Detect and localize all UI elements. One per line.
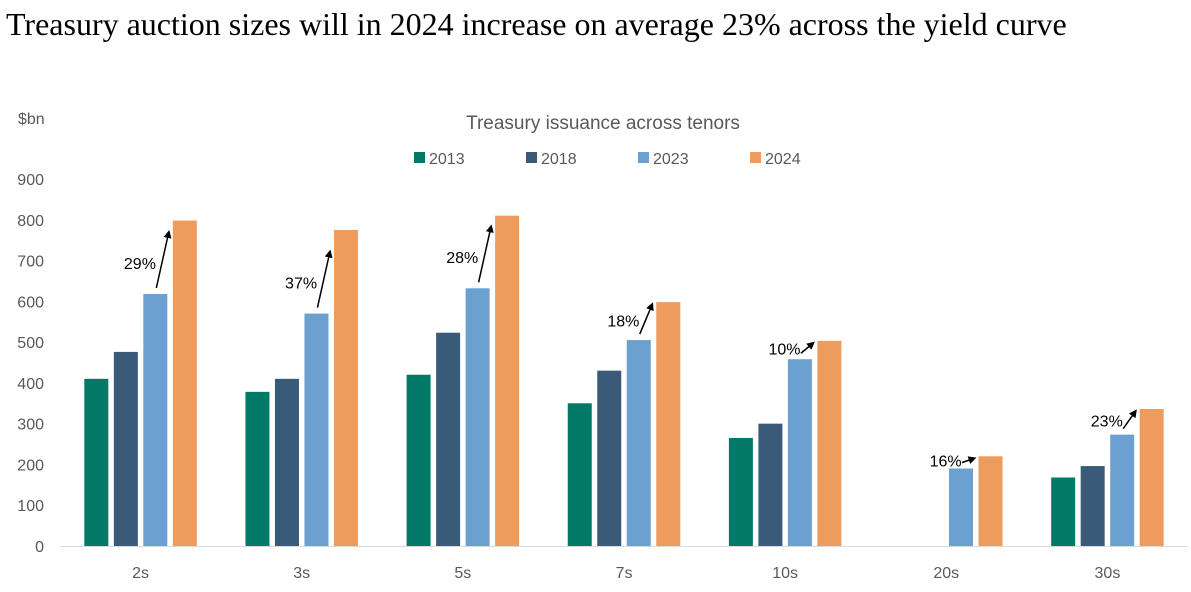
legend-swatch bbox=[750, 152, 761, 163]
growth-arrow bbox=[477, 224, 494, 283]
unit-label: $bn bbox=[18, 111, 45, 128]
legend-swatch bbox=[638, 152, 649, 163]
bar-2018-3s bbox=[274, 378, 299, 546]
y-axis: 0 100 200 300 400 500 600 700 800 900 bbox=[17, 172, 44, 556]
y-tick-label: 600 bbox=[17, 294, 44, 311]
legend-swatch bbox=[414, 152, 425, 163]
bar-2024-2s bbox=[172, 220, 197, 547]
bar-2018-10s bbox=[758, 423, 783, 546]
growth-label: 16% bbox=[930, 454, 962, 471]
growth-label: 29% bbox=[124, 256, 156, 273]
growth-annotations: 29% 37% 28% 18% 10% 16% 23% bbox=[124, 224, 1137, 471]
growth-label: 10% bbox=[768, 342, 800, 359]
bar-2023-3s bbox=[304, 313, 329, 546]
bar-2018-7s bbox=[597, 370, 622, 546]
y-tick-label: 200 bbox=[17, 457, 44, 474]
bar-2024-20s bbox=[978, 456, 1003, 546]
growth-label: 37% bbox=[285, 275, 317, 292]
y-tick-label: 400 bbox=[17, 376, 44, 393]
bar-2024-5s bbox=[495, 215, 520, 546]
x-tick-label: 5s bbox=[454, 565, 471, 582]
y-tick-label: 100 bbox=[17, 498, 44, 515]
y-tick-label: 800 bbox=[17, 213, 44, 230]
y-tick-label: 500 bbox=[17, 335, 44, 352]
bar-2013-5s bbox=[406, 374, 431, 546]
growth-arrow bbox=[1122, 409, 1137, 430]
growth-label: 23% bbox=[1091, 414, 1123, 431]
bar-2024-3s bbox=[333, 229, 358, 546]
bar-2013-30s bbox=[1051, 477, 1076, 546]
growth-label: 18% bbox=[607, 314, 639, 331]
x-axis: 2s 3s 5s 7s 10s 20s 30s bbox=[132, 565, 1120, 582]
x-tick-label: 7s bbox=[616, 565, 633, 582]
bar-2024-7s bbox=[656, 302, 681, 546]
growth-arrow bbox=[639, 302, 654, 335]
growth-arrow bbox=[800, 341, 815, 354]
legend-swatch bbox=[526, 152, 537, 163]
bar-2023-2s bbox=[143, 293, 168, 546]
bar-2013-2s bbox=[84, 378, 109, 546]
x-tick-label: 20s bbox=[933, 565, 959, 582]
bar-2013-3s bbox=[245, 391, 270, 546]
legend-label: 2013 bbox=[429, 151, 465, 168]
growth-arrow bbox=[316, 249, 333, 308]
bar-2018-5s bbox=[436, 332, 461, 546]
bar-2018-2s bbox=[113, 351, 138, 546]
bar-2023-7s bbox=[626, 340, 651, 546]
bar-2024-30s bbox=[1139, 408, 1164, 546]
legend-label: 2018 bbox=[541, 151, 577, 168]
y-tick-label: 0 bbox=[35, 539, 44, 556]
growth-arrow bbox=[155, 230, 172, 289]
x-tick-label: 2s bbox=[132, 565, 149, 582]
y-tick-label: 900 bbox=[17, 172, 44, 189]
y-tick-label: 700 bbox=[17, 254, 44, 271]
bar-2013-10s bbox=[728, 437, 753, 546]
bar-2023-30s bbox=[1110, 434, 1135, 546]
bar-2018-30s bbox=[1080, 466, 1105, 546]
bar-2023-5s bbox=[465, 288, 490, 546]
page-headline: Treasury auction sizes will in 2024 incr… bbox=[6, 6, 1067, 42]
bar-2023-20s bbox=[949, 468, 974, 546]
growth-arrow bbox=[961, 456, 977, 465]
x-tick-label: 3s bbox=[293, 565, 310, 582]
bar-series bbox=[84, 215, 1164, 547]
bar-2023-10s bbox=[787, 359, 812, 546]
x-tick-label: 10s bbox=[772, 565, 798, 582]
bar-2024-10s bbox=[817, 340, 842, 546]
legend-label: 2023 bbox=[653, 151, 689, 168]
chart-title: Treasury issuance across tenors bbox=[466, 113, 740, 134]
x-tick-label: 30s bbox=[1095, 565, 1121, 582]
y-tick-label: 300 bbox=[17, 417, 44, 434]
chart-legend: 2013 2018 2023 2024 bbox=[414, 151, 801, 168]
growth-label: 28% bbox=[446, 250, 478, 267]
bar-2013-7s bbox=[567, 403, 592, 546]
legend-label: 2024 bbox=[765, 151, 801, 168]
